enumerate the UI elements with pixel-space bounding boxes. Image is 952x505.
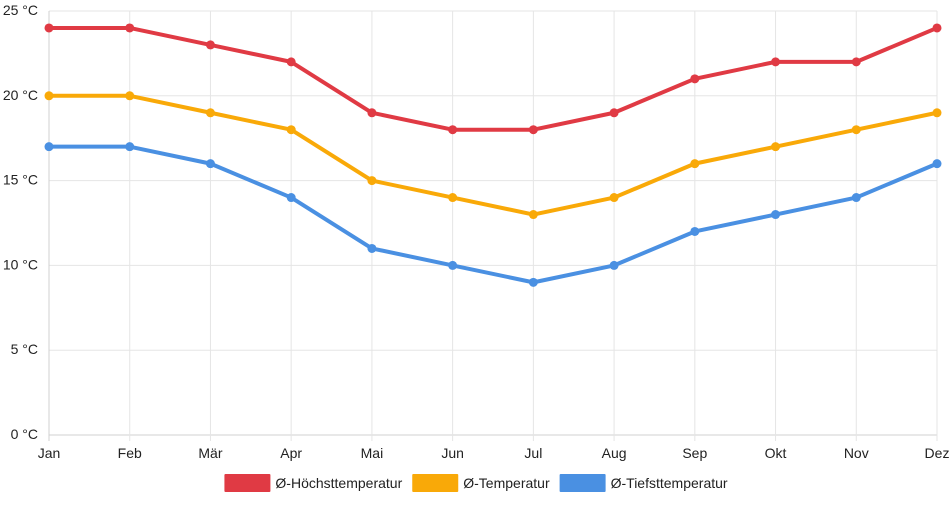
y-tick-label: 15 °C (3, 172, 38, 188)
data-point[interactable] (609, 193, 619, 203)
data-point[interactable] (448, 193, 458, 203)
data-point[interactable] (448, 260, 458, 270)
data-point[interactable] (851, 193, 861, 203)
data-point[interactable] (771, 57, 781, 67)
y-tick-label: 10 °C (3, 256, 38, 272)
data-point[interactable] (690, 159, 700, 169)
series-line (47, 93, 939, 217)
data-point[interactable] (205, 159, 215, 169)
series-1 (44, 23, 942, 135)
data-point[interactable] (528, 125, 538, 135)
data-point[interactable] (125, 23, 135, 33)
data-point[interactable] (609, 260, 619, 270)
series-group (44, 23, 942, 287)
data-point[interactable] (932, 159, 942, 169)
data-point[interactable] (125, 142, 135, 152)
data-point[interactable] (771, 142, 781, 152)
data-point[interactable] (205, 108, 215, 118)
x-tick-label: Feb (118, 445, 142, 461)
x-tick-label: Jun (441, 445, 464, 461)
x-tick-label: Nov (844, 445, 869, 461)
data-point[interactable] (286, 125, 296, 135)
legend-label: Ø-Temperatur (463, 475, 550, 491)
x-tick-label: Apr (280, 445, 302, 461)
data-point[interactable] (851, 125, 861, 135)
x-axis-ticks: Jan Feb Mär Apr Mai Jun Jul Aug Sep Okt Nov Dez (38, 445, 950, 461)
x-tick-label: Jul (524, 445, 542, 461)
grid (48, 10, 938, 441)
legend-swatch (559, 474, 606, 492)
legend: Ø-Höchsttemperatur Ø-Temperatur Ø-Tiefstte… (224, 474, 728, 492)
data-point[interactable] (851, 57, 861, 67)
data-point[interactable] (367, 176, 377, 186)
series-line (47, 144, 939, 285)
legend-item[interactable]: Ø-Tiefsttemperatur (559, 474, 728, 492)
legend-label: Ø-Tiefsttemperatur (611, 475, 728, 491)
data-point[interactable] (44, 23, 54, 33)
legend-swatch (412, 474, 459, 492)
series-2 (44, 91, 942, 220)
data-point[interactable] (771, 210, 781, 220)
data-point[interactable] (528, 277, 538, 287)
x-tick-label: Mai (361, 445, 384, 461)
y-tick-label: 25 °C (3, 2, 38, 18)
data-point[interactable] (932, 108, 942, 118)
data-point[interactable] (932, 23, 942, 33)
x-tick-label: Okt (765, 445, 787, 461)
legend-item[interactable]: Ø-Temperatur (412, 474, 550, 492)
x-tick-label: Jan (38, 445, 61, 461)
data-point[interactable] (125, 91, 135, 101)
y-tick-label: 5 °C (11, 341, 38, 357)
data-point[interactable] (609, 108, 619, 118)
data-point[interactable] (44, 91, 54, 101)
data-point[interactable] (367, 108, 377, 118)
data-point[interactable] (286, 193, 296, 203)
data-point[interactable] (690, 74, 700, 84)
data-point[interactable] (44, 142, 54, 152)
x-tick-label: Sep (682, 445, 707, 461)
data-point[interactable] (448, 125, 458, 135)
y-tick-label: 20 °C (3, 87, 38, 103)
series-line (47, 25, 939, 132)
legend-label: Ø-Höchsttemperatur (275, 475, 402, 491)
data-point[interactable] (690, 226, 700, 236)
legend-item[interactable]: Ø-Höchsttemperatur (224, 474, 403, 492)
y-tick-label: 0 °C (11, 426, 38, 442)
legend-swatch (224, 474, 271, 492)
series-3 (44, 142, 942, 287)
x-tick-label: Mär (198, 445, 222, 461)
x-tick-label: Aug (602, 445, 627, 461)
data-point[interactable] (286, 57, 296, 67)
data-point[interactable] (367, 243, 377, 253)
y-axis-ticks: 0 °C 5 °C 10 °C 15 °C 20 °C 25 °C (3, 2, 38, 442)
data-point[interactable] (528, 210, 538, 220)
data-point[interactable] (205, 40, 215, 50)
x-tick-label: Dez (925, 445, 950, 461)
